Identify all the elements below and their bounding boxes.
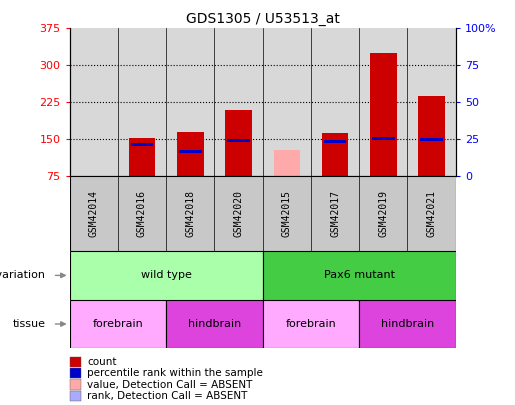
Bar [177, 132, 203, 176]
Text: tissue: tissue [12, 319, 45, 329]
Text: count: count [87, 357, 116, 367]
Text: percentile rank within the sample: percentile rank within the sample [87, 368, 263, 378]
Text: hindbrain: hindbrain [381, 319, 434, 329]
Text: forebrain: forebrain [285, 319, 336, 329]
Text: GSM42021: GSM42021 [426, 190, 437, 237]
Bar [322, 133, 348, 176]
Bar [227, 139, 250, 142]
Text: Pax6 mutant: Pax6 mutant [324, 271, 394, 280]
Bar [131, 143, 153, 146]
Text: GSM42016: GSM42016 [137, 190, 147, 237]
Bar [273, 150, 300, 176]
Bar [359, 300, 456, 348]
Bar [420, 138, 443, 141]
Text: value, Detection Call = ABSENT: value, Detection Call = ABSENT [87, 379, 252, 390]
Text: GSM42018: GSM42018 [185, 190, 195, 237]
Text: genotype/variation: genotype/variation [0, 271, 45, 280]
Bar [129, 138, 155, 176]
Title: GDS1305 / U53513_at: GDS1305 / U53513_at [186, 12, 339, 26]
Text: GSM42017: GSM42017 [330, 190, 340, 237]
Bar [70, 300, 166, 348]
Bar [372, 137, 394, 140]
Text: hindbrain: hindbrain [188, 319, 241, 329]
Bar [263, 251, 456, 300]
Text: GSM42014: GSM42014 [89, 190, 99, 237]
Text: GSM42020: GSM42020 [233, 190, 244, 237]
Bar [370, 53, 397, 176]
Bar [179, 150, 201, 153]
Text: forebrain: forebrain [92, 319, 143, 329]
Bar [225, 110, 252, 176]
Bar [263, 300, 359, 348]
Bar [166, 300, 263, 348]
Bar [70, 251, 263, 300]
Bar [324, 140, 347, 143]
Text: wild type: wild type [141, 271, 192, 280]
Text: rank, Detection Call = ABSENT: rank, Detection Call = ABSENT [87, 391, 247, 401]
Bar [418, 96, 445, 176]
Text: GSM42019: GSM42019 [379, 190, 388, 237]
Text: GSM42015: GSM42015 [282, 190, 292, 237]
